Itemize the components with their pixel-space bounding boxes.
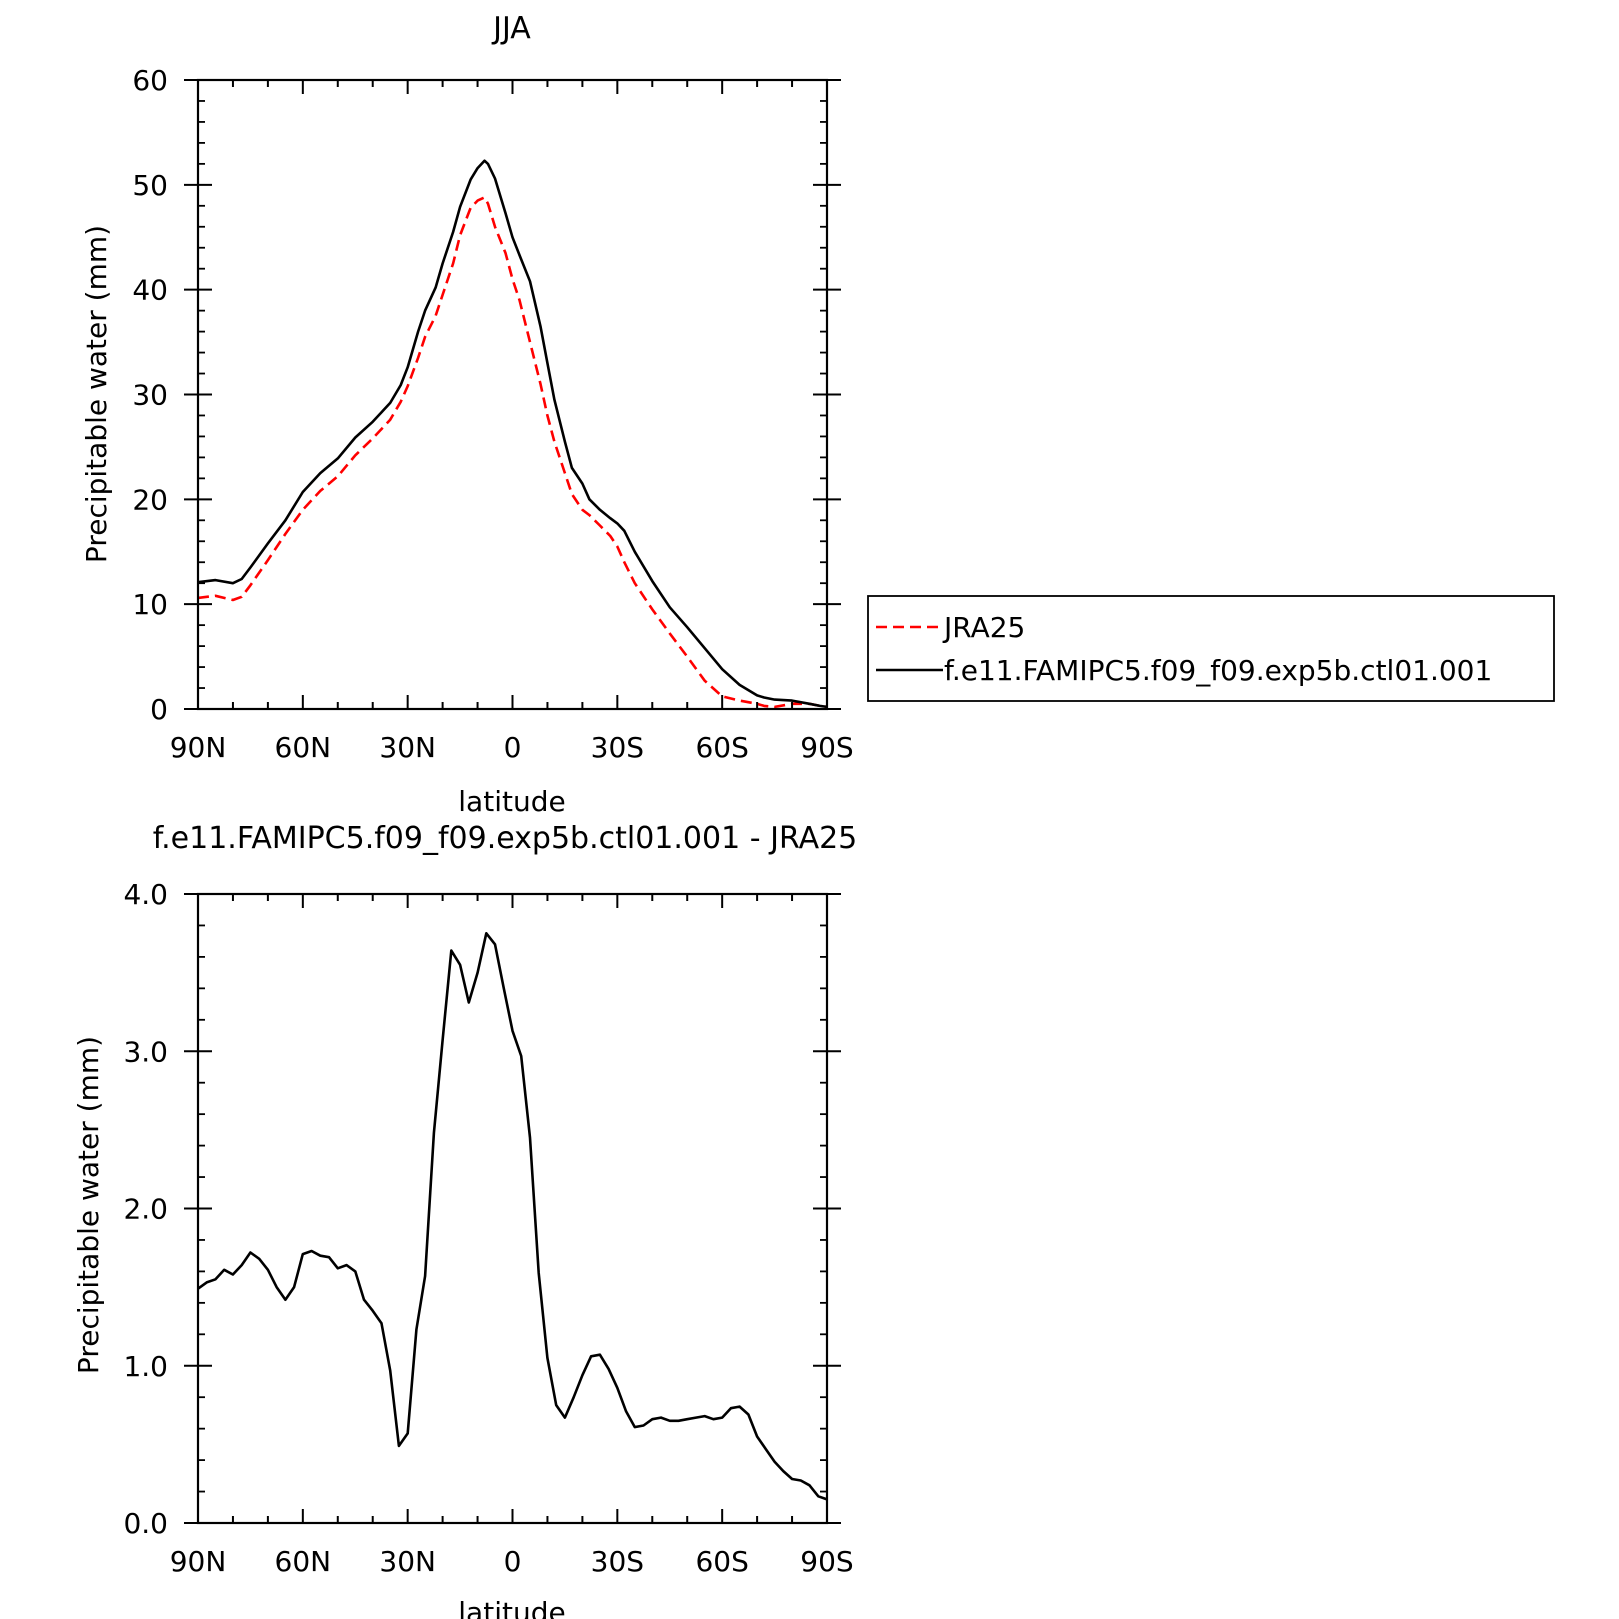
top-x-tick-label: 60S bbox=[695, 731, 748, 764]
top-series-line-0 bbox=[197, 196, 828, 709]
top-panel-tick-labels: 90N 60N 30N 0 30S 60S 90S 0 10 20 30 40 50 60 bbox=[132, 64, 853, 764]
legend-label-model: f.e11.FAMIPC5.f09_f09.exp5b.ctl01.001 bbox=[944, 654, 1492, 687]
top-x-tick-label: 90S bbox=[800, 731, 853, 764]
top-x-tick-label: 60N bbox=[275, 731, 332, 764]
bottom-panel-ticks bbox=[184, 893, 841, 1524]
top-panel-lines bbox=[197, 159, 828, 709]
top-y-tick-label: 40 bbox=[132, 274, 168, 307]
bottom-x-axis-label: latitude bbox=[458, 1596, 565, 1619]
top-y-tick-label: 10 bbox=[132, 588, 168, 621]
bottom-x-tick-label: 30S bbox=[591, 1545, 644, 1578]
top-y-tick-label: 50 bbox=[132, 169, 168, 202]
bottom-y-tick-label: 3.0 bbox=[123, 1035, 168, 1068]
top-y-tick-label: 30 bbox=[132, 379, 168, 412]
top-x-axis-label: latitude bbox=[458, 785, 565, 818]
bottom-y-tick-label: 0.0 bbox=[123, 1507, 168, 1540]
top-x-tick-label: 0 bbox=[504, 731, 522, 764]
top-chart-title: JJA bbox=[491, 11, 531, 46]
bottom-x-tick-label: 0 bbox=[504, 1545, 522, 1578]
bottom-panel-lines bbox=[197, 931, 828, 1501]
legend-box bbox=[867, 595, 1555, 702]
top-series-line-1 bbox=[197, 159, 828, 709]
bottom-y-tick-label: 4.0 bbox=[123, 878, 168, 911]
bottom-x-tick-label: 60N bbox=[275, 1545, 332, 1578]
bottom-y-tick-label: 1.0 bbox=[123, 1350, 168, 1383]
legend-label-jra25: JRA25 bbox=[942, 611, 1025, 644]
legend: JRA25 f.e11.FAMIPC5.f09_f09.exp5b.ctl01.… bbox=[867, 595, 1555, 702]
bottom-x-tick-label: 60S bbox=[695, 1545, 748, 1578]
bottom-chart-title: f.e11.FAMIPC5.f09_f09.exp5b.ctl01.001 - … bbox=[153, 821, 858, 856]
bottom-y-tick-label: 2.0 bbox=[123, 1193, 168, 1226]
top-y-axis-label: Precipitable water (mm) bbox=[80, 225, 113, 563]
bottom-plot-frame bbox=[196, 892, 829, 1525]
top-x-tick-label: 90N bbox=[170, 731, 227, 764]
top-x-tick-label: 30N bbox=[379, 731, 436, 764]
top-panel: 90N 60N 30N 0 30S 60S 90S 0 10 20 30 40 50 60 JJA lat… bbox=[80, 11, 854, 818]
bottom-x-tick-label: 90S bbox=[800, 1545, 853, 1578]
bottom-x-tick-label: 30N bbox=[379, 1545, 436, 1578]
top-plot-frame bbox=[196, 78, 829, 711]
bottom-x-tick-label: 90N bbox=[170, 1545, 227, 1578]
top-y-tick-label: 0 bbox=[150, 693, 168, 726]
bottom-panel: 90N 60N 30N 0 30S 60S 90S 0.0 1.0 2.0 3.0 4.0 f.e11… bbox=[72, 821, 857, 1619]
bottom-y-axis-label: Precipitable water (mm) bbox=[72, 1036, 105, 1374]
top-y-tick-label: 60 bbox=[132, 64, 168, 97]
top-panel-ticks bbox=[184, 79, 841, 710]
top-y-tick-label: 20 bbox=[132, 483, 168, 516]
top-x-tick-label: 30S bbox=[591, 731, 644, 764]
bottom-series-line-0 bbox=[197, 931, 828, 1501]
bottom-panel-tick-labels: 90N 60N 30N 0 30S 60S 90S 0.0 1.0 2.0 3.0 4.0 bbox=[123, 878, 853, 1578]
